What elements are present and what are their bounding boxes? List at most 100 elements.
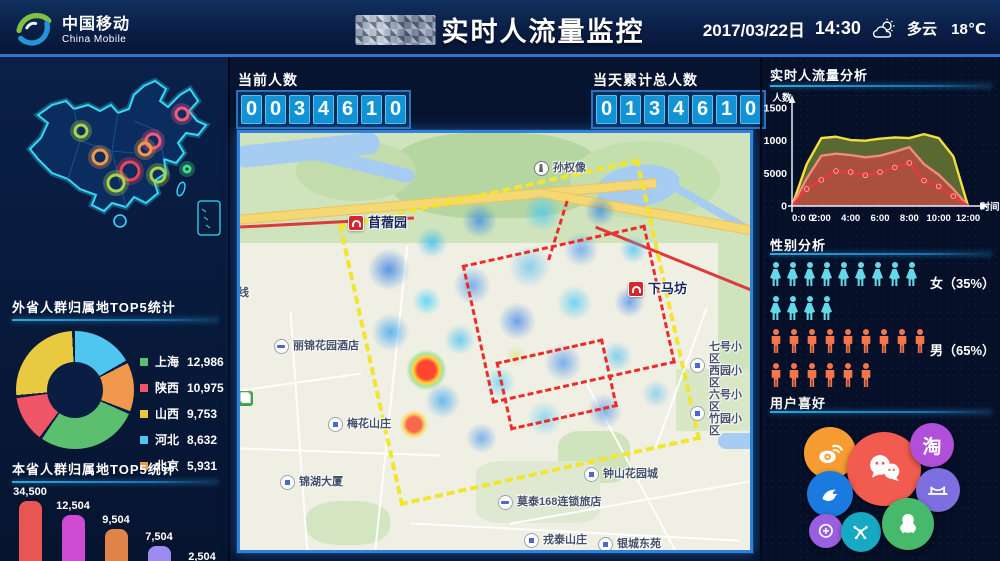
digit-box: 3	[289, 95, 310, 124]
male-person-icon	[896, 329, 908, 353]
in-province-title: 本省人群归属地TOP5统计	[12, 462, 176, 477]
logo-text-en: China Mobile	[62, 33, 127, 45]
page-title: 实时人流量监控	[441, 17, 645, 47]
poi-icon	[524, 533, 539, 548]
city-heat-dots	[70, 103, 195, 196]
flow-underline	[770, 85, 992, 87]
left-panel: 外省人群归属地TOP5统计 上海 12,986 陕西 10,975 山西 9,753 河北 8…	[0, 57, 230, 561]
svg-text:0:0 0: 0:0 0	[792, 213, 814, 224]
map-label: 下马坊	[628, 281, 687, 297]
female-person-icon	[804, 296, 815, 320]
china-outline	[25, 77, 221, 236]
digit-box: 4	[668, 95, 689, 124]
female-person-icon	[804, 262, 815, 286]
svg-text:5000: 5000	[764, 168, 788, 180]
app-bubbles: 淘	[762, 413, 1000, 561]
bar-column: 9,504徐州	[96, 514, 136, 561]
digit-box: 0	[385, 95, 406, 124]
legend-item: 北京 5,931	[140, 457, 224, 474]
star-person-icon	[853, 526, 869, 540]
hotel-icon	[498, 495, 513, 510]
total-count-label: 当天累计总人数	[593, 72, 698, 88]
digit-box: 1	[716, 95, 737, 124]
svg-text:人数: 人数	[772, 92, 792, 104]
circled-plus-icon	[819, 524, 833, 538]
hotel-icon	[274, 339, 289, 354]
dolphin-icon	[822, 489, 838, 501]
svg-text:2:00: 2:00	[812, 213, 831, 224]
female-percent-label: 女（35%）	[930, 276, 996, 291]
china-map-overview	[25, 77, 221, 236]
qq-bubble	[882, 498, 934, 550]
digit-box: 4	[313, 95, 334, 124]
female-person-icon	[787, 262, 798, 286]
china-mobile-logo: 中国移动 China Mobile	[12, 6, 130, 48]
male-person-icon	[788, 329, 800, 353]
digit-box: 0	[241, 95, 262, 124]
male-person-icon	[770, 363, 782, 387]
park-icon: 园	[240, 391, 253, 406]
digit-box: 1	[620, 95, 641, 124]
map-label: 戎泰山庄	[524, 533, 587, 548]
female-person-icon	[906, 262, 917, 286]
statue-icon	[534, 161, 549, 176]
svg-text:0: 0	[781, 201, 787, 213]
digit-box: 1	[361, 95, 382, 124]
female-person-icon	[855, 262, 866, 286]
digit-box: 0	[265, 95, 286, 124]
legend-item: 上海 12,986	[140, 353, 224, 370]
map-label: 丽锦花园酒店	[274, 339, 359, 354]
map-label: 银城东苑	[598, 537, 661, 550]
digit-box: 6	[692, 95, 713, 124]
svg-text:1500: 1500	[764, 103, 788, 115]
svg-text:10:00: 10:00	[927, 213, 951, 224]
wechat-icon	[869, 454, 899, 481]
legend-item: 山西 9,753	[140, 405, 224, 422]
map-label: 孙权像	[534, 161, 586, 176]
weibo-icon	[819, 444, 843, 464]
male-person-icon	[806, 363, 818, 387]
map-label: 钟山花园城	[584, 467, 658, 482]
map-label: 六号小区 竹园小区	[690, 389, 750, 437]
taobao-bubble: 淘	[910, 423, 954, 467]
plus-app-bubble	[809, 514, 843, 548]
digit-box: 6	[337, 95, 358, 124]
page-title-wrap: 实时人流量监控	[355, 10, 645, 49]
pond	[718, 433, 750, 449]
current-count-label: 当前人数	[238, 72, 298, 88]
female-person-icon	[787, 296, 798, 320]
poi-icon	[584, 467, 599, 482]
female-person-icon	[838, 262, 849, 286]
male-person-icon	[860, 363, 872, 387]
female-person-icon	[770, 262, 781, 286]
map-label: 莫泰168连锁旅店	[498, 495, 601, 510]
wechat-bubble	[847, 432, 921, 506]
male-person-icon	[914, 329, 926, 353]
map-label: 锦湖大厦	[280, 475, 343, 490]
legend-item: 河北 8,632	[140, 431, 224, 448]
weather-text: 多云 18℃	[906, 20, 986, 39]
female-person-icon	[821, 296, 832, 320]
male-person-icon	[824, 363, 836, 387]
out-province-underline	[12, 319, 218, 321]
svg-text:8:00: 8:00	[900, 213, 919, 224]
male-person-icon	[806, 329, 818, 353]
male-pictograph	[770, 329, 934, 397]
male-person-icon	[860, 329, 872, 353]
female-person-icon	[770, 296, 781, 320]
in-province-bar-chart: 34,500南京12,504常州9,504徐州7,504苏州 2,504南通	[10, 486, 222, 561]
female-pictograph	[770, 262, 934, 330]
heatmap-map[interactable]: 孙权像 苜蓿园 下马坊 丽锦花园酒店 梅花山庄 锦湖大厦 七号小区 西园小区 六号小区 竹园小…	[237, 130, 753, 553]
svg-text:6:00: 6:00	[870, 213, 889, 224]
male-person-icon	[770, 329, 782, 353]
bridge-icon	[928, 486, 948, 496]
male-percent-label: 男（65%）	[930, 343, 996, 358]
male-person-icon	[824, 329, 836, 353]
logo-text-cn: 中国移动	[62, 15, 131, 33]
poi-icon	[690, 405, 705, 421]
digit-box: 0	[596, 95, 617, 124]
cloudy-weather-icon	[872, 18, 895, 38]
metro-icon	[628, 281, 644, 297]
map-label: 园	[240, 391, 257, 406]
